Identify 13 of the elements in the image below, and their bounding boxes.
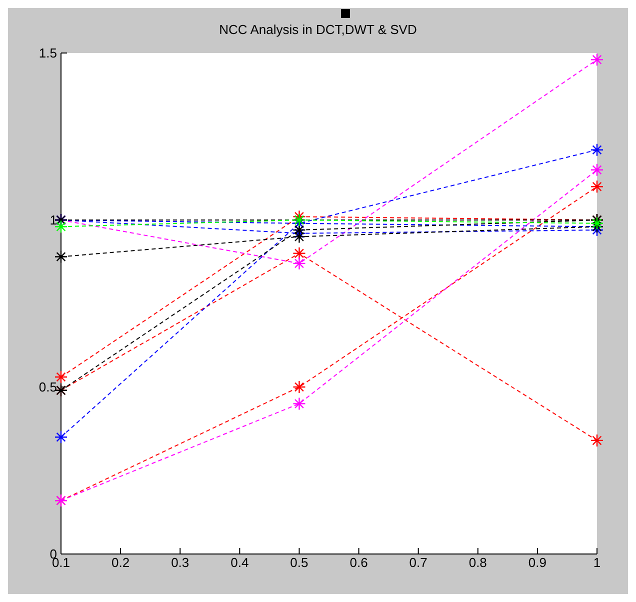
chart-title: NCC Analysis in DCT,DWT & SVD bbox=[218, 22, 418, 37]
x-tick-label: 0.8 bbox=[468, 555, 487, 570]
x-tick-label: 0.4 bbox=[230, 555, 249, 570]
x-tick-label: 0.2 bbox=[112, 555, 130, 570]
x-tick-label: 0.3 bbox=[171, 555, 190, 570]
y-tick-label: 1 bbox=[50, 212, 57, 228]
y-tick-label: 1.5 bbox=[38, 46, 57, 61]
x-tick-label: 0.9 bbox=[528, 555, 546, 570]
x-tick-label: 0.5 bbox=[290, 555, 308, 570]
x-tick-label: 0.7 bbox=[409, 555, 428, 570]
x-tick-label: 1 bbox=[593, 555, 601, 570]
x-tick-label: 0.6 bbox=[350, 555, 368, 570]
y-tick-label: 0.5 bbox=[38, 380, 57, 395]
